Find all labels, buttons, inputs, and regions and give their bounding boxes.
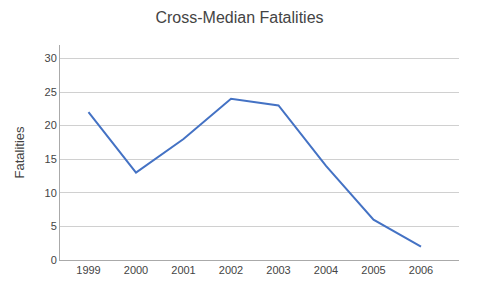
svg-text:25: 25 (45, 86, 57, 98)
svg-text:2002: 2002 (219, 264, 243, 276)
svg-text:0: 0 (51, 254, 57, 266)
svg-text:Fatalities: Fatalities (12, 126, 27, 179)
svg-text:2000: 2000 (124, 264, 148, 276)
svg-text:5: 5 (51, 220, 57, 232)
svg-text:2004: 2004 (314, 264, 338, 276)
svg-text:20: 20 (45, 119, 57, 131)
svg-text:30: 30 (45, 52, 57, 64)
svg-text:15: 15 (45, 153, 57, 165)
svg-text:Cross-Median Fatalities: Cross-Median Fatalities (155, 9, 323, 26)
svg-text:2006: 2006 (409, 264, 433, 276)
svg-text:10: 10 (45, 187, 57, 199)
svg-text:1999: 1999 (76, 264, 100, 276)
svg-text:2001: 2001 (171, 264, 195, 276)
svg-text:2003: 2003 (266, 264, 290, 276)
svg-text:2005: 2005 (361, 264, 385, 276)
